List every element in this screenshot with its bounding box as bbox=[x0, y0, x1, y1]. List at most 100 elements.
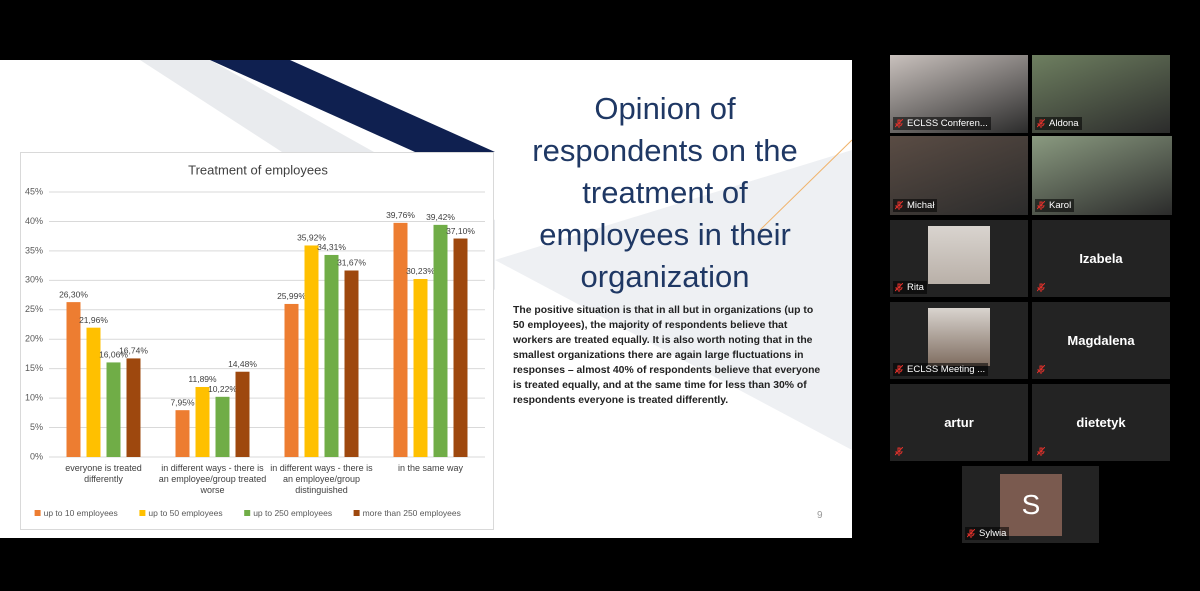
legend-swatch bbox=[244, 510, 251, 516]
participant-tile: Rita bbox=[890, 220, 1028, 297]
bar bbox=[433, 224, 448, 457]
mic-slash bbox=[967, 529, 975, 538]
y-tick-label: 35% bbox=[25, 245, 43, 255]
participant-name: Izabela bbox=[1079, 251, 1123, 266]
participant-name: dietetyk bbox=[1076, 415, 1126, 430]
participant-tile: Karol bbox=[1032, 136, 1172, 215]
participant-name: Michał bbox=[893, 199, 938, 212]
data-label: 21,96% bbox=[79, 315, 108, 325]
mic-slash bbox=[1037, 365, 1045, 374]
page-number: 9 bbox=[817, 510, 823, 521]
bar bbox=[304, 245, 319, 457]
participant-tile: Izabela bbox=[1032, 220, 1170, 297]
data-label: 35,92% bbox=[297, 233, 326, 243]
muted-mic-icon bbox=[1037, 201, 1045, 210]
mic-slash bbox=[1037, 283, 1045, 292]
bar bbox=[106, 362, 121, 457]
mic-shape bbox=[1037, 201, 1045, 210]
muted-mic-icon bbox=[895, 283, 903, 292]
participant-tile: ECLSS Meeting ... bbox=[890, 302, 1028, 379]
bar bbox=[413, 278, 428, 457]
bar bbox=[215, 396, 230, 457]
participant-tile: ECLSS Conferen... bbox=[890, 55, 1028, 133]
mic-slash bbox=[895, 119, 903, 128]
x-tick-label: in different ways - there is an employee… bbox=[270, 463, 373, 495]
muted-mic-icon bbox=[1037, 283, 1045, 292]
mic-slash bbox=[895, 447, 903, 456]
mic-slash bbox=[1037, 447, 1045, 456]
bar bbox=[393, 222, 408, 457]
participant-tile: Aldona bbox=[1032, 55, 1170, 133]
bar bbox=[126, 358, 141, 457]
y-tick-label: 15% bbox=[25, 363, 43, 373]
mic-shape bbox=[1037, 283, 1045, 292]
bar bbox=[324, 254, 339, 457]
mic-shape bbox=[895, 201, 903, 210]
mic-shape bbox=[967, 529, 975, 538]
legend-swatch bbox=[34, 510, 41, 516]
data-label: 10,22% bbox=[208, 384, 237, 394]
data-label: 11,89% bbox=[188, 374, 217, 384]
slide-body: The positive situation is that in all bu… bbox=[513, 305, 821, 406]
participant-tile: Michał bbox=[890, 136, 1028, 215]
chart: Treatment of employees 0% 5% 10% 15% 20% 25% 3… bbox=[20, 152, 494, 530]
muted-mic-icon bbox=[1037, 447, 1045, 456]
participant-tile: dietetyk bbox=[1032, 384, 1170, 461]
participant-tile: S Sylwia bbox=[962, 466, 1099, 543]
chart-title: Treatment of employees bbox=[188, 162, 328, 177]
legend-label: up to 250 employees bbox=[253, 508, 332, 518]
data-label: 34,31% bbox=[317, 242, 346, 252]
data-label: 16,74% bbox=[119, 346, 148, 356]
data-label: 26,30% bbox=[59, 289, 88, 299]
legend-swatch bbox=[353, 510, 360, 516]
y-tick-label: 20% bbox=[25, 334, 43, 344]
profile-photo bbox=[928, 226, 990, 284]
muted-mic-icon bbox=[1037, 119, 1045, 128]
legend-swatch bbox=[139, 510, 146, 516]
mic-slash bbox=[895, 201, 903, 210]
participant-tile: artur bbox=[890, 384, 1028, 461]
mic-shape bbox=[895, 365, 903, 374]
participant-name: ECLSS Conferen... bbox=[893, 117, 991, 130]
legend-label: more than 250 employees bbox=[363, 508, 461, 518]
data-label: 7,95% bbox=[170, 397, 195, 407]
y-tick-label: 25% bbox=[25, 304, 43, 314]
participant-name: Magdalena bbox=[1067, 333, 1135, 348]
avatar: S bbox=[1000, 474, 1062, 536]
legend: up to 10 employees up to 50 employees up t… bbox=[34, 508, 461, 518]
bar bbox=[195, 386, 210, 457]
y-tick-label: 45% bbox=[25, 186, 43, 196]
muted-mic-icon bbox=[895, 119, 903, 128]
participant-name: Sylwia bbox=[965, 527, 1010, 540]
x-tick-label: everyone is treated differently bbox=[65, 463, 142, 484]
participant-name: artur bbox=[944, 415, 974, 430]
slide: Opinion of respondents on the treatment … bbox=[0, 60, 852, 538]
participant-tile: Magdalena bbox=[1032, 302, 1170, 379]
mic-slash bbox=[895, 283, 903, 292]
y-tick-label: 30% bbox=[25, 275, 43, 285]
mic-slash bbox=[895, 365, 903, 374]
muted-mic-icon bbox=[895, 365, 903, 374]
data-label: 39,42% bbox=[426, 212, 455, 222]
y-tick-label: 40% bbox=[25, 216, 43, 226]
legend-label: up to 50 employees bbox=[148, 508, 222, 518]
y-tick-label: 5% bbox=[30, 422, 43, 432]
legend-label: up to 10 employees bbox=[44, 508, 118, 518]
mic-shape bbox=[1037, 365, 1045, 374]
mic-shape bbox=[895, 447, 903, 456]
mic-shape bbox=[895, 283, 903, 292]
muted-mic-icon bbox=[895, 447, 903, 456]
muted-mic-icon bbox=[967, 529, 975, 538]
profile-photo bbox=[928, 308, 990, 366]
y-tick-label: 10% bbox=[25, 392, 43, 402]
bar bbox=[453, 238, 468, 457]
mic-slash bbox=[1037, 119, 1045, 128]
bar bbox=[235, 371, 250, 457]
mic-slash bbox=[1037, 201, 1045, 210]
data-label: 37,10% bbox=[446, 226, 475, 236]
mic-shape bbox=[895, 119, 903, 128]
participant-name: ECLSS Meeting ... bbox=[893, 363, 989, 376]
bar bbox=[344, 270, 359, 457]
data-label: 16,06% bbox=[99, 350, 128, 360]
bar bbox=[66, 302, 81, 457]
